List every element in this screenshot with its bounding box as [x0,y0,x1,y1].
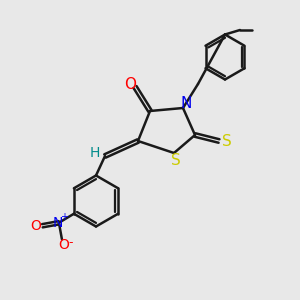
Text: S: S [222,134,231,148]
Text: O: O [30,219,41,233]
Text: O: O [124,76,136,92]
Text: +: + [60,212,68,222]
Text: H: H [89,146,100,160]
Text: -: - [68,236,73,249]
Text: N: N [180,96,192,111]
Text: S: S [171,153,180,168]
Text: N: N [52,216,63,230]
Text: O: O [58,238,69,252]
